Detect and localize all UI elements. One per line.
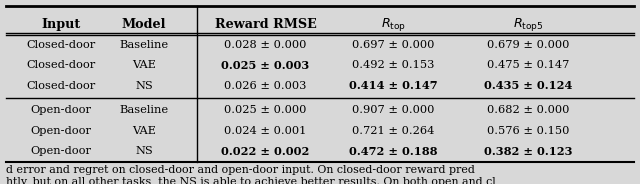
Text: 0.679 ± 0.000: 0.679 ± 0.000 bbox=[487, 40, 569, 50]
Text: Closed-door: Closed-door bbox=[26, 60, 95, 70]
Text: 0.382 ± 0.123: 0.382 ± 0.123 bbox=[484, 146, 572, 157]
Text: $R_{\mathrm{top5}}$: $R_{\mathrm{top5}}$ bbox=[513, 16, 543, 33]
Text: 0.026 ± 0.003: 0.026 ± 0.003 bbox=[225, 81, 307, 91]
Text: Model: Model bbox=[122, 18, 166, 31]
Text: 0.414 ± 0.147: 0.414 ± 0.147 bbox=[349, 80, 438, 91]
Text: 0.472 ± 0.188: 0.472 ± 0.188 bbox=[349, 146, 438, 157]
Text: 0.721 ± 0.264: 0.721 ± 0.264 bbox=[353, 126, 435, 136]
Text: Reward RMSE: Reward RMSE bbox=[215, 18, 316, 31]
Text: 0.682 ± 0.000: 0.682 ± 0.000 bbox=[487, 105, 569, 115]
Text: 0.697 ± 0.000: 0.697 ± 0.000 bbox=[353, 40, 435, 50]
Text: 0.475 ± 0.147: 0.475 ± 0.147 bbox=[487, 60, 569, 70]
Text: d error and regret on closed-door and open-door input. On closed-door reward pre: d error and regret on closed-door and op… bbox=[6, 165, 476, 175]
Text: 0.022 ± 0.002: 0.022 ± 0.002 bbox=[221, 146, 310, 157]
Text: NS: NS bbox=[135, 146, 153, 156]
Text: Closed-door: Closed-door bbox=[26, 81, 95, 91]
Text: 0.492 ± 0.153: 0.492 ± 0.153 bbox=[353, 60, 435, 70]
Text: Open-door: Open-door bbox=[30, 126, 92, 136]
Text: 0.435 ± 0.124: 0.435 ± 0.124 bbox=[484, 80, 572, 91]
Text: Baseline: Baseline bbox=[120, 105, 168, 115]
Text: Open-door: Open-door bbox=[30, 105, 92, 115]
Text: 0.024 ± 0.001: 0.024 ± 0.001 bbox=[225, 126, 307, 136]
Text: htly, but on all other tasks, the NS is able to achieve better results. On both : htly, but on all other tasks, the NS is … bbox=[6, 177, 496, 184]
Text: 0.028 ± 0.000: 0.028 ± 0.000 bbox=[225, 40, 307, 50]
Text: Open-door: Open-door bbox=[30, 146, 92, 156]
Text: Input: Input bbox=[41, 18, 81, 31]
Text: VAE: VAE bbox=[132, 126, 156, 136]
Text: 0.907 ± 0.000: 0.907 ± 0.000 bbox=[353, 105, 435, 115]
Text: VAE: VAE bbox=[132, 60, 156, 70]
Text: Closed-door: Closed-door bbox=[26, 40, 95, 50]
Text: $R_{\mathrm{top}}$: $R_{\mathrm{top}}$ bbox=[381, 16, 406, 33]
Text: 0.576 ± 0.150: 0.576 ± 0.150 bbox=[487, 126, 569, 136]
Text: 0.025 ± 0.000: 0.025 ± 0.000 bbox=[225, 105, 307, 115]
Text: NS: NS bbox=[135, 81, 153, 91]
Text: 0.025 ± 0.003: 0.025 ± 0.003 bbox=[221, 60, 310, 71]
Text: Baseline: Baseline bbox=[120, 40, 168, 50]
